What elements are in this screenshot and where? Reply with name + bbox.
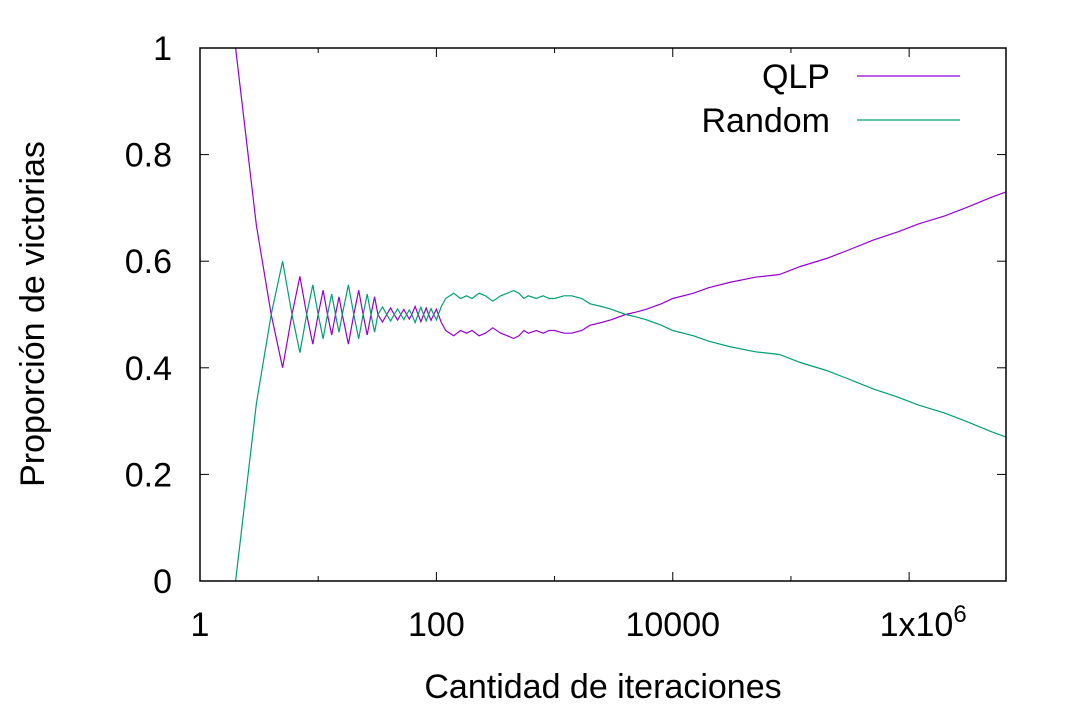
y-tick-label: 0.8 xyxy=(125,137,172,175)
x-tick-label: 100 xyxy=(408,606,465,644)
legend-label-qlp: QLP xyxy=(762,58,830,96)
x-tick-label-base: 100 xyxy=(408,606,465,644)
y-tick-label: 0.4 xyxy=(125,350,172,388)
series-layer xyxy=(235,47,1007,582)
x-tick-label-base: 1x10 xyxy=(880,606,954,644)
x-tick-label: 10000 xyxy=(625,606,720,644)
y-tick-label: 0 xyxy=(153,563,172,601)
tick-labels-layer: 0 0.2 0.4 0.6 0.8 1 1 100 10000 1x106 xyxy=(125,30,967,644)
series-line-random xyxy=(235,261,1007,582)
y-axis-title: Proporción de victorias xyxy=(14,141,52,487)
y-tick-label: 0.2 xyxy=(125,456,172,494)
x-tick-label-base: 10000 xyxy=(625,606,720,644)
y-tick-label: 1 xyxy=(153,30,172,68)
series-line-qlp xyxy=(235,47,1007,368)
y-tick-label: 0.6 xyxy=(125,243,172,281)
ticks-layer xyxy=(199,47,1006,582)
legend: QLP Random xyxy=(701,58,960,140)
legend-label-random: Random xyxy=(701,102,830,140)
x-tick-label: 1 xyxy=(191,606,210,644)
x-axis-title: Cantidad de iteraciones xyxy=(424,668,781,706)
x-tick-label: 1x106 xyxy=(880,601,967,644)
x-tick-label-exponent: 6 xyxy=(953,601,966,628)
plot-frame xyxy=(199,47,1007,582)
x-tick-label-base: 1 xyxy=(191,606,210,644)
